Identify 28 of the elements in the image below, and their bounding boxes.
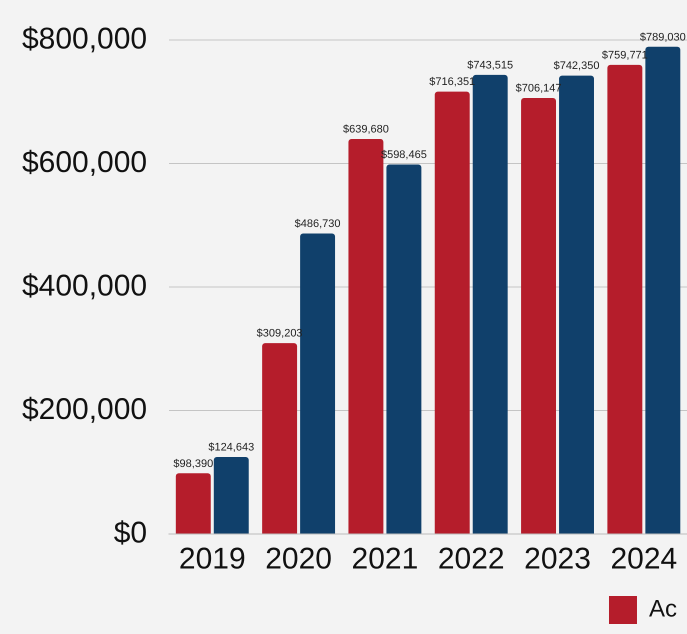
bar — [559, 76, 594, 534]
data-label: $98,390 — [173, 458, 214, 470]
x-tick-label: 2024 — [610, 542, 678, 576]
x-tick-label: 2021 — [352, 542, 418, 576]
x-tick-label: 2020 — [265, 542, 332, 576]
y-tick-label: $800,000 — [22, 22, 148, 56]
bar — [386, 164, 422, 534]
bar — [262, 343, 298, 534]
x-tick-label: 2022 — [438, 542, 505, 576]
bar — [300, 233, 336, 534]
x-tick-label: 2023 — [524, 542, 591, 576]
y-tick-label: $0 — [114, 516, 148, 550]
data-label: $124,643 — [208, 442, 254, 454]
legend-label: Ac — [648, 596, 678, 623]
bar — [434, 92, 470, 534]
bar — [521, 98, 556, 534]
bar — [607, 64, 642, 534]
data-label: $639,680 — [342, 124, 389, 136]
y-tick-label: $200,000 — [22, 392, 148, 426]
x-tick-label: 2019 — [178, 542, 246, 576]
data-label: $742,350 — [554, 60, 600, 72]
bar — [214, 457, 249, 534]
data-label: $789,030 — [640, 31, 686, 44]
data-label: $486,730 — [294, 218, 341, 230]
y-tick-label: $600,000 — [22, 146, 148, 179]
y-tick-label: $400,000 — [22, 269, 148, 302]
data-label: $743,515 — [467, 59, 514, 72]
bar — [176, 473, 211, 534]
